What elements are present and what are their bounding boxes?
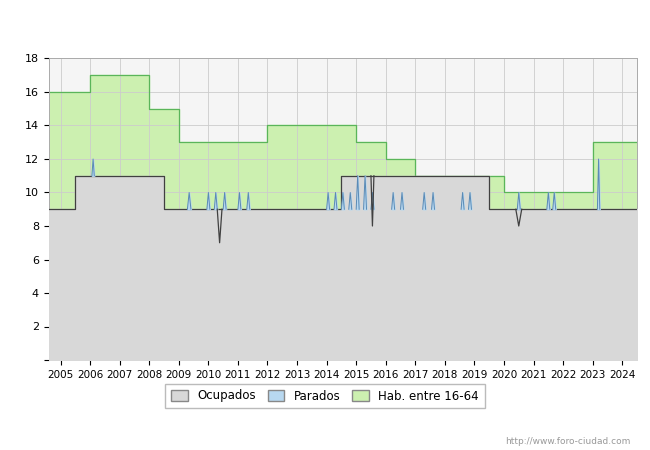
Text: http://www.foro-ciudad.com: http://www.foro-ciudad.com [505, 436, 630, 446]
Text: Barcones - Evolucion de la poblacion en edad de Trabajar Mayo de 2024: Barcones - Evolucion de la poblacion en … [56, 19, 594, 32]
Legend: Ocupados, Parados, Hab. entre 16-64: Ocupados, Parados, Hab. entre 16-64 [165, 383, 485, 409]
